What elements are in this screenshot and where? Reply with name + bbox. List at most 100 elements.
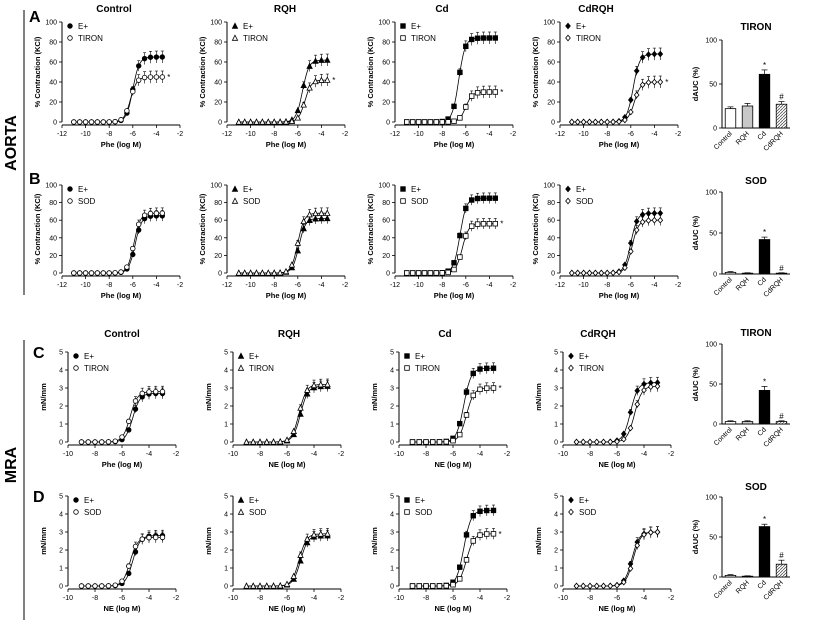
- aorta-title-cdrqh: CdRQH: [578, 4, 614, 15]
- data-point: [243, 438, 250, 445]
- significance-star: *: [167, 73, 170, 82]
- data-point: [112, 582, 118, 588]
- data-point: [657, 78, 664, 86]
- data-point: [135, 63, 142, 69]
- data-point: [259, 118, 266, 125]
- y-tick-label: 50: [709, 535, 717, 542]
- data-point: [657, 50, 664, 58]
- data-point: [486, 35, 493, 41]
- data-point: [654, 382, 661, 390]
- data-point: [92, 583, 98, 589]
- data-point: [141, 74, 148, 81]
- data-point: [94, 119, 101, 125]
- data-point: [415, 270, 422, 276]
- y-tick-label: 3: [554, 386, 558, 393]
- data-point: [159, 74, 165, 80]
- y-tick-label: 0: [386, 271, 390, 278]
- legend-marker: [73, 353, 79, 359]
- y-tick-label: 100: [378, 20, 390, 27]
- y-tick-label: 2: [59, 404, 63, 411]
- data-point: [639, 218, 646, 226]
- legend-marker: [568, 364, 574, 372]
- data-point: [633, 226, 640, 234]
- y-tick-label: 100: [543, 20, 555, 27]
- tiron-curve: [238, 79, 328, 123]
- panel-letter-a: A: [29, 9, 41, 26]
- x-tick-label: -2: [173, 595, 179, 602]
- data-point: [610, 118, 616, 126]
- e-curve: [246, 535, 328, 587]
- y-tick-label: 20: [49, 253, 57, 260]
- data-point: [270, 118, 278, 125]
- significance-mark: #: [779, 264, 784, 273]
- data-point: [421, 270, 428, 276]
- legend-marker: [231, 22, 239, 29]
- data-point: [607, 582, 614, 590]
- data-point: [263, 582, 271, 589]
- x-category-label: Control: [713, 426, 734, 447]
- x-tick-label: -8: [92, 451, 98, 458]
- data-point: [610, 269, 616, 277]
- data-point: [85, 583, 91, 589]
- data-point: [76, 119, 83, 125]
- data-point: [645, 217, 652, 224]
- data-point: [477, 366, 483, 372]
- data-point: [119, 578, 125, 584]
- section-mra-label: MRA: [3, 446, 20, 483]
- data-point: [480, 35, 487, 41]
- data-point: [445, 269, 451, 276]
- data-point: [306, 84, 313, 91]
- legend-marker: [565, 22, 571, 30]
- x-tick-label: -12: [222, 282, 232, 289]
- x-axis-label: NE (log M): [268, 460, 306, 469]
- data-point: [651, 78, 658, 86]
- data-point: [100, 119, 106, 125]
- data-point: [153, 534, 159, 541]
- data-point: [600, 582, 607, 590]
- data-point: [457, 564, 463, 570]
- y-tick-label: 40: [49, 235, 57, 242]
- data-point: [276, 437, 284, 445]
- x-tick-label: -6: [450, 595, 456, 602]
- data-point: [153, 74, 160, 80]
- data-point: [306, 210, 313, 218]
- x-tick-label: -2: [173, 451, 179, 458]
- legend-marker: [568, 508, 574, 516]
- data-point: [100, 270, 106, 276]
- data-point: [450, 437, 456, 444]
- data-point: [243, 582, 250, 589]
- x-tick-label: -4: [651, 282, 657, 289]
- y-axis-label: % Contraction (KCl): [531, 193, 540, 264]
- y-tick-label: 3: [390, 530, 394, 537]
- data-point: [105, 439, 112, 445]
- legend-entry: E+: [249, 496, 259, 505]
- data-point: [312, 57, 319, 64]
- legend-marker: [565, 197, 571, 205]
- x-tick-label: -2: [504, 451, 510, 458]
- data-point: [633, 218, 640, 225]
- tiron-curve: [571, 81, 661, 123]
- data-point: [409, 439, 416, 445]
- y-axis-label: mN/mm: [39, 383, 48, 411]
- data-point: [124, 264, 130, 270]
- e-curve: [576, 531, 658, 587]
- data-point: [430, 583, 436, 589]
- y-tick-label: 20: [547, 100, 555, 107]
- data-point: [486, 221, 493, 227]
- y-axis-label: dAUC (%): [691, 366, 700, 401]
- x-tick-label: -2: [177, 282, 183, 289]
- legend-entry: SOD: [243, 197, 261, 206]
- x-tick-label: -2: [338, 595, 344, 602]
- data-point: [607, 438, 614, 446]
- data-point: [118, 117, 124, 123]
- data-point: [580, 118, 587, 126]
- data-point: [627, 248, 634, 255]
- data-point: [474, 221, 481, 227]
- legend-marker: [565, 34, 571, 42]
- x-tick-label: -4: [486, 282, 492, 289]
- significance-mark: *: [763, 377, 766, 386]
- x-tick-label: -8: [257, 595, 263, 602]
- data-point: [651, 216, 658, 224]
- data-point: [324, 76, 331, 83]
- data-point: [639, 81, 646, 89]
